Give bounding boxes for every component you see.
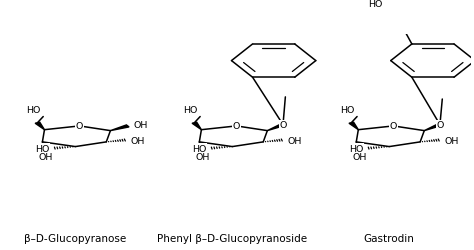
Polygon shape bbox=[349, 123, 358, 130]
Text: HO: HO bbox=[27, 105, 41, 114]
Text: HO: HO bbox=[35, 144, 49, 153]
Text: O: O bbox=[76, 122, 83, 131]
Text: O: O bbox=[279, 121, 287, 130]
Text: O: O bbox=[233, 122, 240, 131]
Text: OH: OH bbox=[444, 136, 459, 145]
Polygon shape bbox=[110, 126, 129, 131]
Text: Phenyl β–D-Glucopyranoside: Phenyl β–D-Glucopyranoside bbox=[157, 233, 307, 243]
Polygon shape bbox=[267, 124, 285, 131]
Polygon shape bbox=[356, 142, 362, 151]
Text: OH: OH bbox=[195, 152, 210, 161]
Text: OH: OH bbox=[133, 121, 148, 130]
Text: HO: HO bbox=[368, 0, 383, 9]
Text: O: O bbox=[436, 121, 444, 130]
Text: HO: HO bbox=[191, 144, 206, 153]
Text: HO: HO bbox=[349, 144, 363, 153]
Text: β–D-Glucopyranose: β–D-Glucopyranose bbox=[24, 233, 127, 243]
Polygon shape bbox=[200, 142, 205, 151]
Text: OH: OH bbox=[352, 152, 367, 161]
Text: Gastrodin: Gastrodin bbox=[364, 233, 415, 243]
Polygon shape bbox=[192, 123, 201, 130]
Text: HO: HO bbox=[340, 105, 355, 114]
Polygon shape bbox=[35, 123, 45, 130]
Polygon shape bbox=[424, 124, 442, 131]
Text: OH: OH bbox=[130, 136, 145, 145]
Text: O: O bbox=[390, 122, 397, 131]
Text: OH: OH bbox=[38, 152, 53, 161]
Text: OH: OH bbox=[287, 136, 302, 145]
Polygon shape bbox=[42, 142, 48, 151]
Text: HO: HO bbox=[183, 105, 198, 114]
